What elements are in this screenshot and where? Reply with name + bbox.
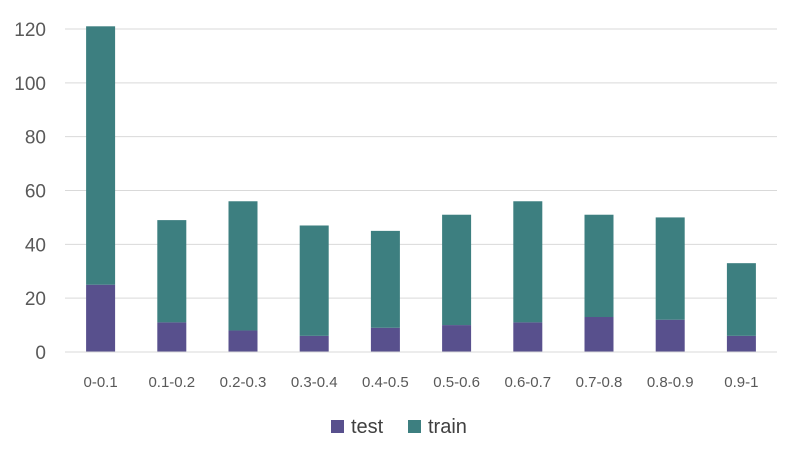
- bar-test: [299, 335, 329, 352]
- legend-label-test: test: [351, 416, 384, 438]
- x-tick-label: 0.1-0.2: [148, 374, 195, 391]
- bar-test: [157, 322, 187, 352]
- y-tick-label: 60: [25, 182, 46, 203]
- bar-test: [655, 319, 685, 352]
- x-tick-label: 0.9-1: [724, 374, 758, 391]
- x-axis-ticks: 0-0.1 0.1-0.2 0.2-0.3 0.3-0.4 0.4-0.5 0.5-0.6…: [83, 374, 758, 391]
- bar-train: [228, 201, 258, 331]
- bar-train: [584, 214, 614, 318]
- x-tick-label: 0.3-0.4: [291, 374, 338, 391]
- y-tick-label: 80: [25, 128, 46, 149]
- y-tick-label: 100: [14, 74, 46, 95]
- legend-swatch-test: [331, 420, 344, 433]
- bar-train: [370, 230, 400, 328]
- bar-train: [157, 220, 187, 323]
- x-tick-label: 0.5-0.6: [433, 374, 480, 391]
- legend-label-train: train: [428, 416, 467, 438]
- legend: test train: [331, 416, 467, 438]
- x-tick-label: 0.2-0.3: [220, 374, 267, 391]
- bar-train: [655, 217, 685, 320]
- y-tick-label: 120: [14, 20, 46, 41]
- bar-train: [86, 26, 116, 285]
- y-axis-ticks: 0 20 40 60 80 100 120: [14, 20, 46, 364]
- bar-train: [442, 214, 472, 326]
- bar-test: [86, 284, 116, 352]
- y-tick-label: 0: [35, 343, 46, 364]
- bar-train: [299, 225, 329, 336]
- x-tick-label: 0.8-0.9: [647, 374, 694, 391]
- bar-test: [584, 317, 614, 352]
- bar-test: [228, 330, 258, 352]
- bar-test: [513, 322, 543, 352]
- bar-train: [513, 201, 543, 323]
- x-tick-label: 0.4-0.5: [362, 374, 409, 391]
- bar-test: [442, 325, 472, 352]
- bar-test: [726, 335, 756, 352]
- bar-test: [370, 327, 400, 352]
- x-tick-label: 0-0.1: [83, 374, 117, 391]
- x-tick-label: 0.6-0.7: [504, 374, 551, 391]
- bar-train: [726, 263, 756, 336]
- y-tick-label: 40: [25, 235, 46, 256]
- legend-swatch-train: [408, 420, 421, 433]
- y-tick-label: 20: [25, 289, 46, 310]
- bars: [86, 26, 756, 352]
- x-tick-label: 0.7-0.8: [576, 374, 623, 391]
